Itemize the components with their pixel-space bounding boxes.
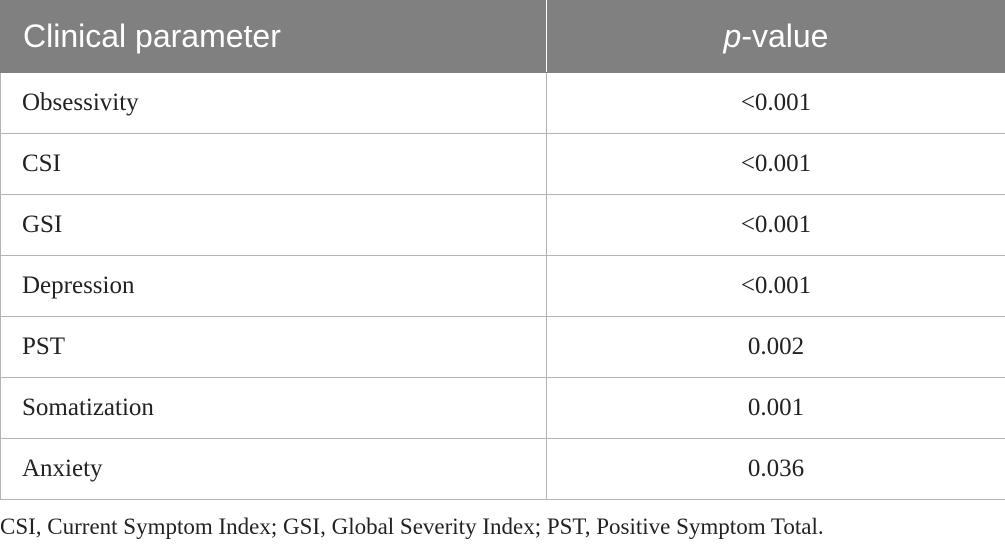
row-parameter: Obsessivity xyxy=(0,72,547,134)
row-p-value: 0.001 xyxy=(546,377,1005,439)
table-row: PST 0.002 xyxy=(0,316,1005,378)
row-p-value: 0.002 xyxy=(546,316,1005,378)
table-row: GSI <0.001 xyxy=(0,194,1005,256)
table-row: Somatization 0.001 xyxy=(0,377,1005,439)
row-p-value: <0.001 xyxy=(546,72,1005,134)
header-p-value: p-value xyxy=(546,0,1005,73)
table-row: Obsessivity <0.001 xyxy=(0,72,1005,134)
results-table: Clinical parameter p-value Obsessivity <… xyxy=(0,0,1005,500)
table-header-row: Clinical parameter p-value xyxy=(0,0,1005,73)
row-parameter: PST xyxy=(0,316,547,378)
row-parameter: CSI xyxy=(0,133,547,195)
row-p-value: 0.036 xyxy=(546,438,1005,500)
table-row: Anxiety 0.036 xyxy=(0,438,1005,500)
results-table-container: Clinical parameter p-value Obsessivity <… xyxy=(0,0,1005,500)
p-suffix: -value xyxy=(741,18,829,54)
row-parameter: Anxiety xyxy=(0,438,547,500)
p-symbol: p xyxy=(723,18,742,54)
row-p-value: <0.001 xyxy=(546,255,1005,317)
row-p-value: <0.001 xyxy=(546,133,1005,195)
row-p-value: <0.001 xyxy=(546,194,1005,256)
table-row: Depression <0.001 xyxy=(0,255,1005,317)
header-clinical-parameter: Clinical parameter xyxy=(0,0,547,73)
table-footnote: CSI, Current Symptom Index; GSI, Global … xyxy=(0,514,824,539)
row-parameter: Depression xyxy=(0,255,547,317)
row-parameter: GSI xyxy=(0,194,547,256)
row-parameter: Somatization xyxy=(0,377,547,439)
table-row: CSI <0.001 xyxy=(0,133,1005,195)
